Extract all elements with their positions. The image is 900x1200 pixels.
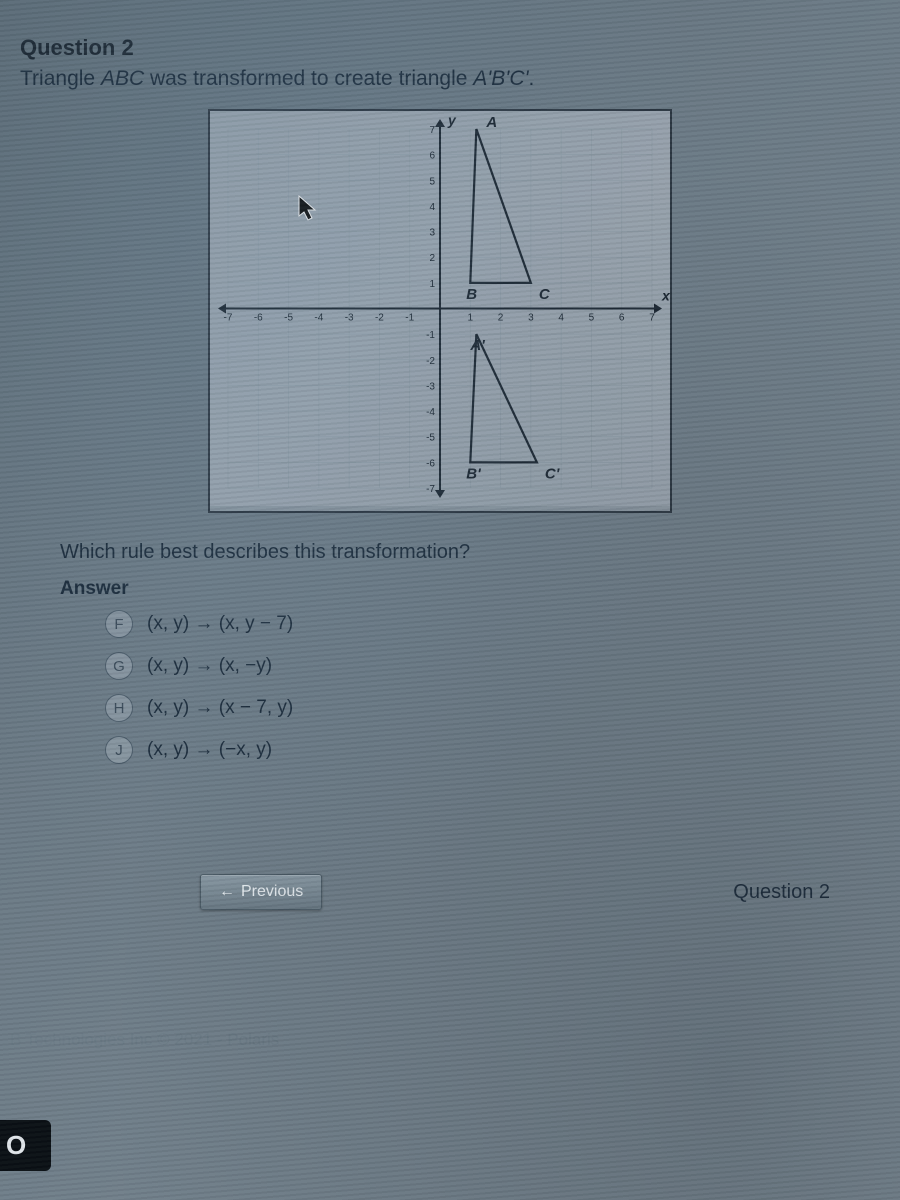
footer-copyright: B Technologies Inc © 2021 - Polaris xyxy=(10,1030,279,1050)
choice-f[interactable]: F (x, y) → (x, y − 7) xyxy=(105,610,860,638)
svg-text:A: A xyxy=(485,114,497,131)
coordinate-graph: -7 -6 -5 -4 -3 -2 -1 1 2 3 4 5 6 7 -7 -6 -5 -4 -3 -2 -1 1 2 3 4 5… xyxy=(208,109,672,513)
prompt-abc: ABC xyxy=(101,67,144,90)
choice-text: (x, y) → (−x, y) xyxy=(147,739,272,761)
svg-text:A': A' xyxy=(469,337,485,354)
svg-text:7: 7 xyxy=(649,313,655,324)
graph-svg: -7 -6 -5 -4 -3 -2 -1 1 2 3 4 5 6 7 -7 -6 -5 -4 -3 -2 -1 1 2 3 4 5… xyxy=(210,111,670,506)
svg-text:3: 3 xyxy=(528,313,534,324)
question-prompt: Triangle ABC was transformed to create t… xyxy=(20,67,860,91)
svg-text:1: 1 xyxy=(429,279,435,290)
svg-text:C': C' xyxy=(545,465,560,482)
svg-text:-7: -7 xyxy=(224,313,233,324)
svg-text:-6: -6 xyxy=(254,313,263,324)
svg-text:-6: -6 xyxy=(426,458,435,469)
prompt-pre: Triangle xyxy=(20,67,101,90)
choice-letter: F xyxy=(105,610,133,638)
svg-text:B': B' xyxy=(466,465,481,482)
svg-text:6: 6 xyxy=(429,151,435,162)
choice-text: (x, y) → (x − 7, y) xyxy=(147,697,293,719)
choice-text: (x, y) → (x, −y) xyxy=(147,655,272,677)
prompt-mid: was transformed to create triangle xyxy=(144,67,473,90)
prompt-post: . xyxy=(529,67,535,90)
svg-text:7: 7 xyxy=(429,125,435,136)
choice-h[interactable]: H (x, y) → (x − 7, y) xyxy=(105,694,860,722)
sub-question: Which rule best describes this transform… xyxy=(60,541,860,564)
svg-text:5: 5 xyxy=(429,176,435,187)
svg-text:2: 2 xyxy=(429,253,435,264)
svg-text:C: C xyxy=(539,286,551,303)
graph-container: -7 -6 -5 -4 -3 -2 -1 1 2 3 4 5 6 7 -7 -6 -5 -4 -3 -2 -1 1 2 3 4 5… xyxy=(20,109,860,513)
svg-text:4: 4 xyxy=(429,202,435,213)
svg-text:1: 1 xyxy=(468,313,474,324)
svg-text:-1: -1 xyxy=(426,330,435,341)
choice-letter: J xyxy=(105,736,133,764)
choice-text: (x, y) → (x, y − 7) xyxy=(147,613,293,635)
svg-text:3: 3 xyxy=(429,228,435,239)
svg-text:-3: -3 xyxy=(345,313,354,324)
svg-text:-2: -2 xyxy=(426,356,435,367)
previous-label: Previous xyxy=(241,883,303,901)
svg-text:-7: -7 xyxy=(426,484,435,495)
svg-text:-5: -5 xyxy=(426,433,435,444)
svg-text:x: x xyxy=(661,288,670,304)
choice-g[interactable]: G (x, y) → (x, −y) xyxy=(105,652,860,680)
question-header: Question 2 xyxy=(20,35,860,61)
prompt-aprimebprimecprime: A'B'C' xyxy=(473,67,528,90)
svg-text:-4: -4 xyxy=(314,313,323,324)
choice-letter: H xyxy=(105,694,133,722)
svg-text:-1: -1 xyxy=(405,313,414,324)
svg-text:B: B xyxy=(466,286,477,303)
nav-row: ← Previous Question 2 xyxy=(20,874,860,910)
question-indicator: Question 2 xyxy=(733,881,830,904)
arrow-left-icon: ← xyxy=(219,883,235,901)
svg-text:-4: -4 xyxy=(426,407,435,418)
svg-text:4: 4 xyxy=(558,313,564,324)
choice-letter: G xyxy=(105,652,133,680)
svg-text:-2: -2 xyxy=(375,313,384,324)
svg-text:-3: -3 xyxy=(426,381,435,392)
svg-text:2: 2 xyxy=(498,313,504,324)
question-page: Question 2 Triangle ABC was transformed … xyxy=(0,0,900,930)
svg-text:-5: -5 xyxy=(284,313,293,324)
answer-label: Answer xyxy=(60,578,860,600)
answer-choices: F (x, y) → (x, y − 7) G (x, y) → (x, −y) H (x… xyxy=(105,610,860,764)
previous-button[interactable]: ← Previous xyxy=(200,874,322,910)
svg-text:5: 5 xyxy=(589,313,595,324)
question-number: Question 2 xyxy=(20,35,860,61)
svg-text:6: 6 xyxy=(619,313,625,324)
choice-j[interactable]: J (x, y) → (−x, y) xyxy=(105,736,860,764)
svg-text:y: y xyxy=(447,112,457,128)
left-edge-stub: O xyxy=(0,1120,51,1171)
